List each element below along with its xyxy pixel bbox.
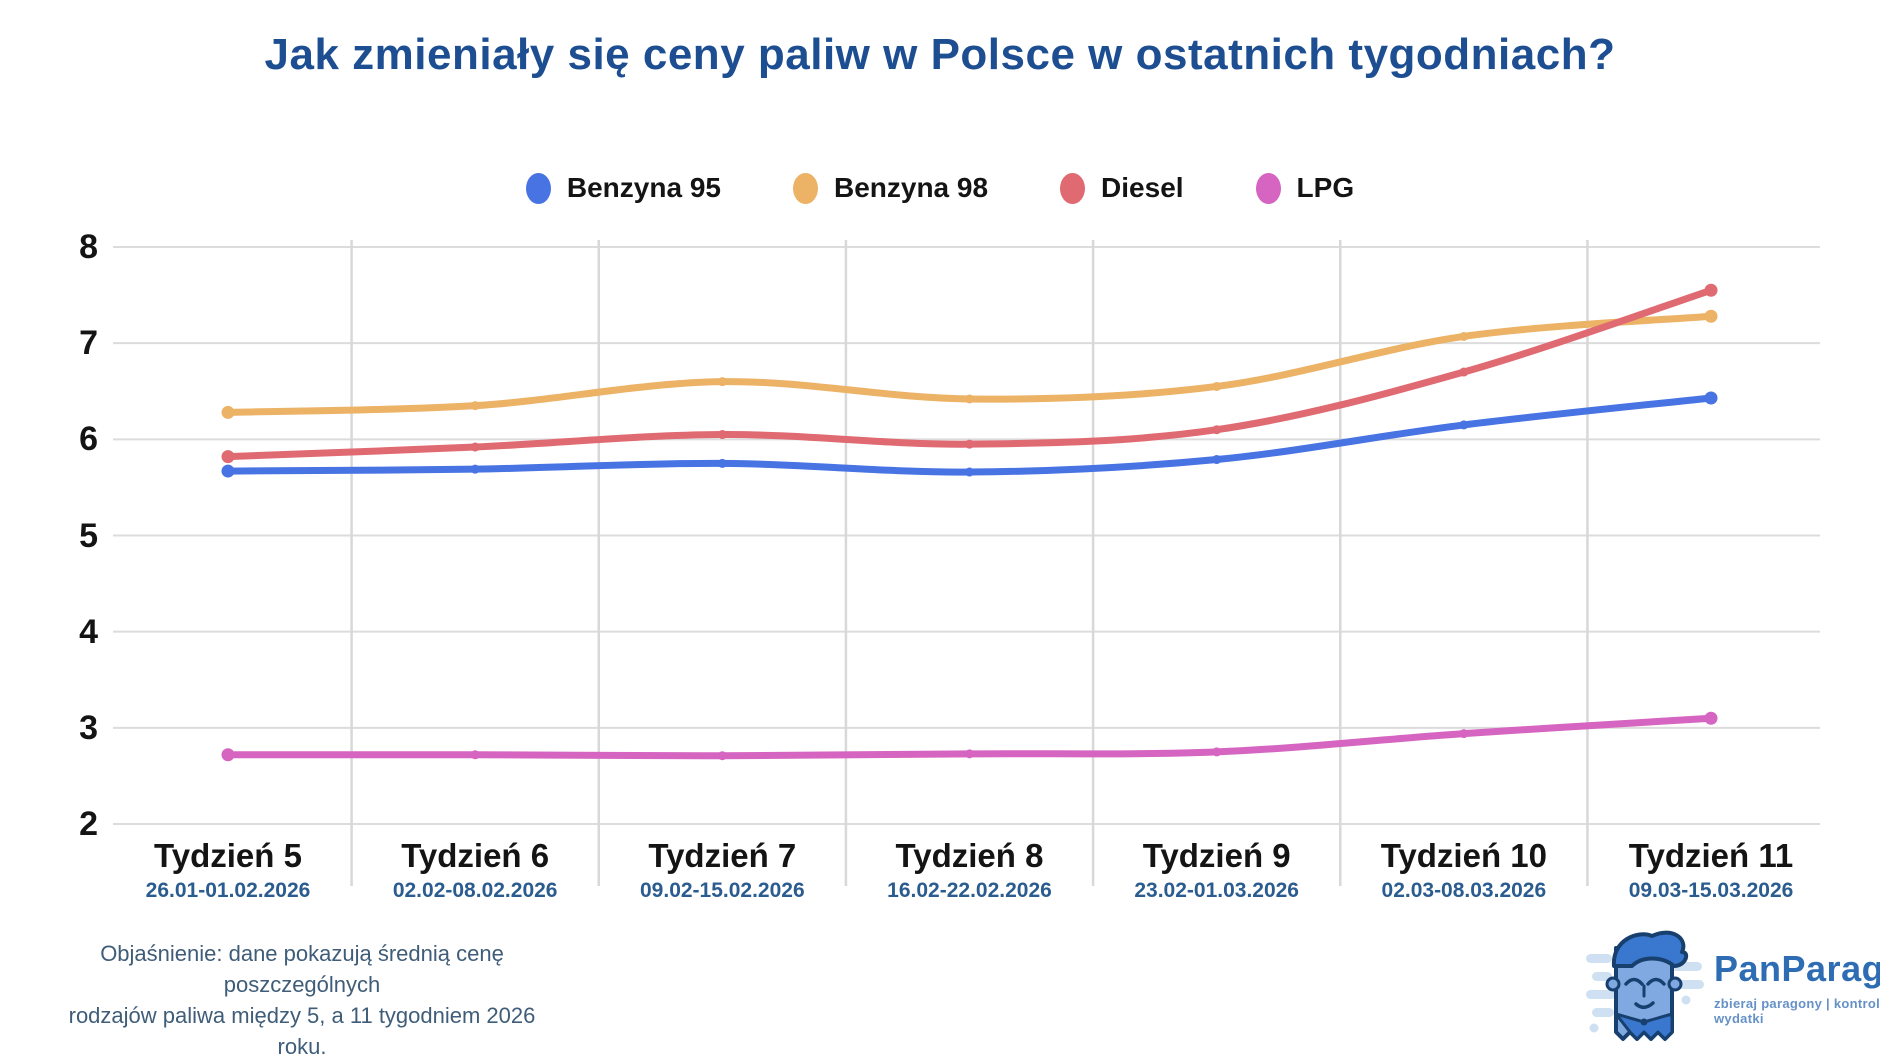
x-axis-label: Tydzień 6 02.02-08.02.2026 [350, 838, 600, 903]
week-date-range: 02.03-08.03.2026 [1381, 879, 1547, 902]
benzyna-95-dot-icon [525, 172, 551, 204]
week-label: Tydzień 7 [648, 837, 797, 874]
x-axis-label: Tydzień 8 16.02-22.02.2026 [845, 838, 1095, 903]
data-point-Benzyna 98 [221, 405, 235, 419]
legend-item-benzyna-98: Benzyna 98 [792, 172, 989, 204]
data-point-Benzyna 98 [1212, 381, 1222, 391]
footnote-line: rodzajów paliwa między 5, a 11 tygodniem… [68, 1003, 536, 1058]
data-point-Benzyna 98 [470, 401, 480, 411]
data-point-Diesel [1212, 425, 1222, 435]
chart-legend: Benzyna 95 Benzyna 98 Diesel LPG [0, 172, 1880, 204]
series-line-Diesel [224, 286, 1715, 461]
x-axis-label: Tydzień 7 09.02-15.02.2026 [597, 838, 847, 903]
week-label: Tydzień 6 [401, 837, 550, 874]
y-tick-label: 6 [79, 420, 98, 459]
y-tick-label: 2 [79, 805, 98, 844]
week-date-range: 23.02-01.03.2026 [1134, 879, 1299, 902]
logo-name: PanParagon [1714, 948, 1880, 989]
week-date-range: 09.03-15.03.2026 [1628, 879, 1794, 902]
data-point-LPG [221, 748, 235, 762]
week-date-range: 16.02-22.02.2026 [887, 879, 1052, 902]
data-point-Benzyna 95 [1704, 391, 1718, 405]
x-axis-label: Tydzień 10 02.03-08.03.2026 [1339, 838, 1589, 903]
data-point-Diesel [717, 430, 727, 440]
panparagon-logo: PanParagon zbieraj paragony | kontroluj … [1586, 920, 1880, 1050]
data-point-Diesel [965, 439, 975, 449]
data-point-Benzyna 95 [717, 458, 727, 468]
week-label: Tydzień 8 [895, 837, 1044, 874]
data-point-LPG [717, 751, 727, 761]
page-title: Jak zmieniały się ceny paliw w Polsce w … [264, 30, 1616, 79]
x-axis-label: Tydzień 5 26.01-01.02.2026 [103, 838, 353, 903]
data-point-Benzyna 98 [717, 377, 727, 387]
legend-item-diesel: Diesel [1060, 172, 1184, 204]
data-point-Diesel [221, 450, 235, 464]
legend-label: LPG [1296, 172, 1355, 203]
week-date-range: 09.02-15.02.2026 [640, 879, 805, 902]
legend-label: Benzyna 98 [833, 172, 989, 203]
data-point-LPG [1212, 747, 1222, 757]
week-label: Tydzień 10 [1380, 837, 1547, 874]
legend-item-lpg: LPG [1255, 172, 1355, 204]
x-axis-label: Tydzień 9 23.02-01.03.2026 [1092, 838, 1342, 903]
diesel-dot-icon [1060, 172, 1086, 204]
y-tick-label: 8 [79, 228, 98, 266]
data-point-Benzyna 95 [470, 464, 480, 474]
legend-label: Benzyna 95 [566, 172, 721, 203]
data-point-Benzyna 95 [221, 464, 235, 478]
footnote-line: Objaśnienie: dane pokazują średnią cenę … [100, 941, 504, 997]
y-tick-label: 5 [79, 516, 98, 555]
week-label: Tydzień 11 [1628, 837, 1794, 874]
legend-label: Diesel [1101, 172, 1184, 203]
data-point-LPG [470, 750, 480, 760]
data-point-Benzyna 98 [965, 394, 975, 404]
footnote: Objaśnienie: dane pokazują średnią cenę … [42, 938, 562, 1058]
week-date-range: 26.01-01.02.2026 [145, 879, 311, 902]
data-point-Benzyna 95 [1459, 420, 1469, 430]
data-point-LPG [1459, 729, 1469, 739]
legend-item-benzyna-95: Benzyna 95 [525, 172, 721, 204]
data-point-Benzyna 95 [965, 467, 975, 477]
data-point-LPG [1704, 711, 1718, 725]
data-point-LPG [965, 749, 975, 759]
data-point-Diesel [470, 442, 480, 452]
data-point-Diesel [1704, 283, 1718, 297]
week-label: Tydzień 5 [154, 837, 302, 874]
lpg-dot-icon [1255, 172, 1281, 204]
logo-tagline: zbieraj paragony | kontroluj wydatki [1714, 996, 1880, 1026]
week-date-range: 02.02-08.02.2026 [392, 879, 558, 902]
data-point-Benzyna 98 [1704, 309, 1718, 323]
y-tick-label: 7 [79, 324, 98, 363]
data-point-Diesel [1459, 367, 1469, 377]
week-label: Tydzień 9 [1142, 837, 1291, 874]
benzyna-98-dot-icon [792, 172, 818, 204]
data-point-Benzyna 95 [1212, 455, 1222, 465]
data-point-Benzyna 98 [1459, 331, 1469, 341]
y-tick-label: 4 [79, 612, 98, 651]
panparagon-mascot-icon [1586, 930, 1704, 1041]
y-tick-label: 3 [79, 708, 98, 747]
x-axis-label: Tydzień 11 09.03-15.03.2026 [1586, 838, 1836, 903]
